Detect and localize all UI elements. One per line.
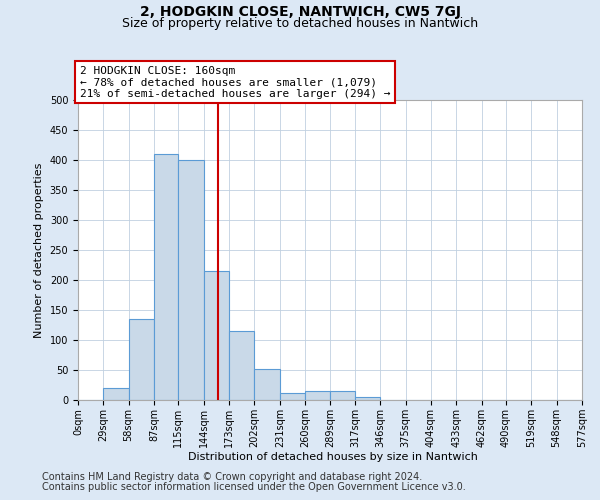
Bar — [305, 391, 331, 400]
Bar — [355, 397, 380, 400]
Y-axis label: Number of detached properties: Number of detached properties — [34, 162, 44, 338]
Bar — [204, 271, 229, 400]
Bar — [229, 331, 254, 400]
Text: 2 HODGKIN CLOSE: 160sqm
← 78% of detached houses are smaller (1,079)
21% of semi: 2 HODGKIN CLOSE: 160sqm ← 78% of detache… — [80, 66, 390, 99]
Text: Contains public sector information licensed under the Open Government Licence v3: Contains public sector information licen… — [42, 482, 466, 492]
Bar — [103, 388, 128, 400]
Text: Size of property relative to detached houses in Nantwich: Size of property relative to detached ho… — [122, 17, 478, 30]
Bar — [331, 391, 355, 400]
Bar — [128, 319, 154, 400]
Bar — [254, 369, 280, 400]
Bar — [280, 393, 305, 400]
Text: Contains HM Land Registry data © Crown copyright and database right 2024.: Contains HM Land Registry data © Crown c… — [42, 472, 422, 482]
Text: 2, HODGKIN CLOSE, NANTWICH, CW5 7GJ: 2, HODGKIN CLOSE, NANTWICH, CW5 7GJ — [139, 5, 461, 19]
Bar — [178, 160, 204, 400]
Bar — [154, 154, 178, 400]
Text: Distribution of detached houses by size in Nantwich: Distribution of detached houses by size … — [188, 452, 478, 462]
